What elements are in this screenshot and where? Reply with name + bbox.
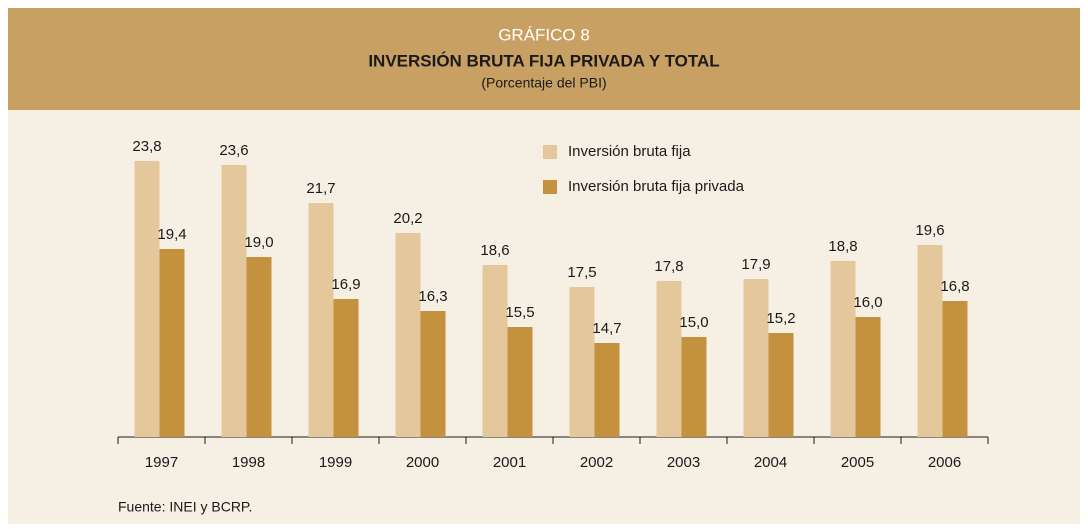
x-tick-label: 2003 <box>667 454 700 471</box>
source-note: Fuente: INEI y BCRP. <box>118 499 252 515</box>
value-label: 19,4 <box>157 226 186 243</box>
legend-swatch <box>543 145 557 159</box>
bar <box>656 281 682 437</box>
value-label: 17,5 <box>567 264 596 281</box>
value-label: 16,0 <box>853 294 882 311</box>
bar <box>917 245 943 437</box>
bar <box>308 203 334 437</box>
value-label: 23,8 <box>132 138 161 155</box>
value-label: 16,8 <box>940 278 969 295</box>
x-tick-label: 1998 <box>232 454 265 471</box>
value-label: 17,8 <box>654 258 683 275</box>
x-tick-label: 2006 <box>928 454 961 471</box>
x-tick-label: 2002 <box>580 454 613 471</box>
legend-label: Inversión bruta fija privada <box>568 178 745 195</box>
legend-label: Inversión bruta fija <box>568 143 691 160</box>
x-tick-label: 1999 <box>319 454 352 471</box>
header-band <box>8 8 1080 110</box>
bar <box>942 301 968 437</box>
chart-header: GRÁFICO 8 <box>498 25 590 44</box>
bar <box>855 317 881 437</box>
bar <box>134 161 160 437</box>
chart-subtitle: (Porcentaje del PBI) <box>481 75 606 91</box>
value-label: 15,0 <box>679 314 708 331</box>
bar <box>246 257 272 437</box>
x-tick-label: 2005 <box>841 454 874 471</box>
legend-swatch <box>543 180 557 194</box>
value-label: 16,9 <box>331 276 360 293</box>
bar <box>507 327 533 437</box>
value-label: 17,9 <box>741 256 770 273</box>
bar <box>221 165 247 437</box>
bar <box>743 279 769 437</box>
bar <box>333 299 359 437</box>
value-label: 21,7 <box>306 180 335 197</box>
bar <box>482 265 508 437</box>
value-label: 23,6 <box>219 142 248 159</box>
x-tick-label: 2000 <box>406 454 439 471</box>
bar <box>594 343 620 437</box>
value-label: 15,5 <box>505 304 534 321</box>
x-tick-label: 1997 <box>145 454 178 471</box>
bar <box>681 337 707 437</box>
value-label: 14,7 <box>592 320 621 337</box>
value-label: 16,3 <box>418 288 447 305</box>
value-label: 18,6 <box>480 242 509 259</box>
chart-title: INVERSIÓN BRUTA FIJA PRIVADA Y TOTAL <box>368 51 719 70</box>
value-label: 19,0 <box>244 234 273 251</box>
bar <box>569 287 595 437</box>
value-label: 20,2 <box>393 210 422 227</box>
bar <box>420 311 446 437</box>
value-label: 18,8 <box>828 238 857 255</box>
bar <box>395 233 421 437</box>
bar <box>830 261 856 437</box>
bar <box>159 249 185 437</box>
value-label: 19,6 <box>915 222 944 239</box>
x-tick-label: 2001 <box>493 454 526 471</box>
value-label: 15,2 <box>766 310 795 327</box>
x-tick-label: 2004 <box>754 454 787 471</box>
bar <box>768 333 794 437</box>
